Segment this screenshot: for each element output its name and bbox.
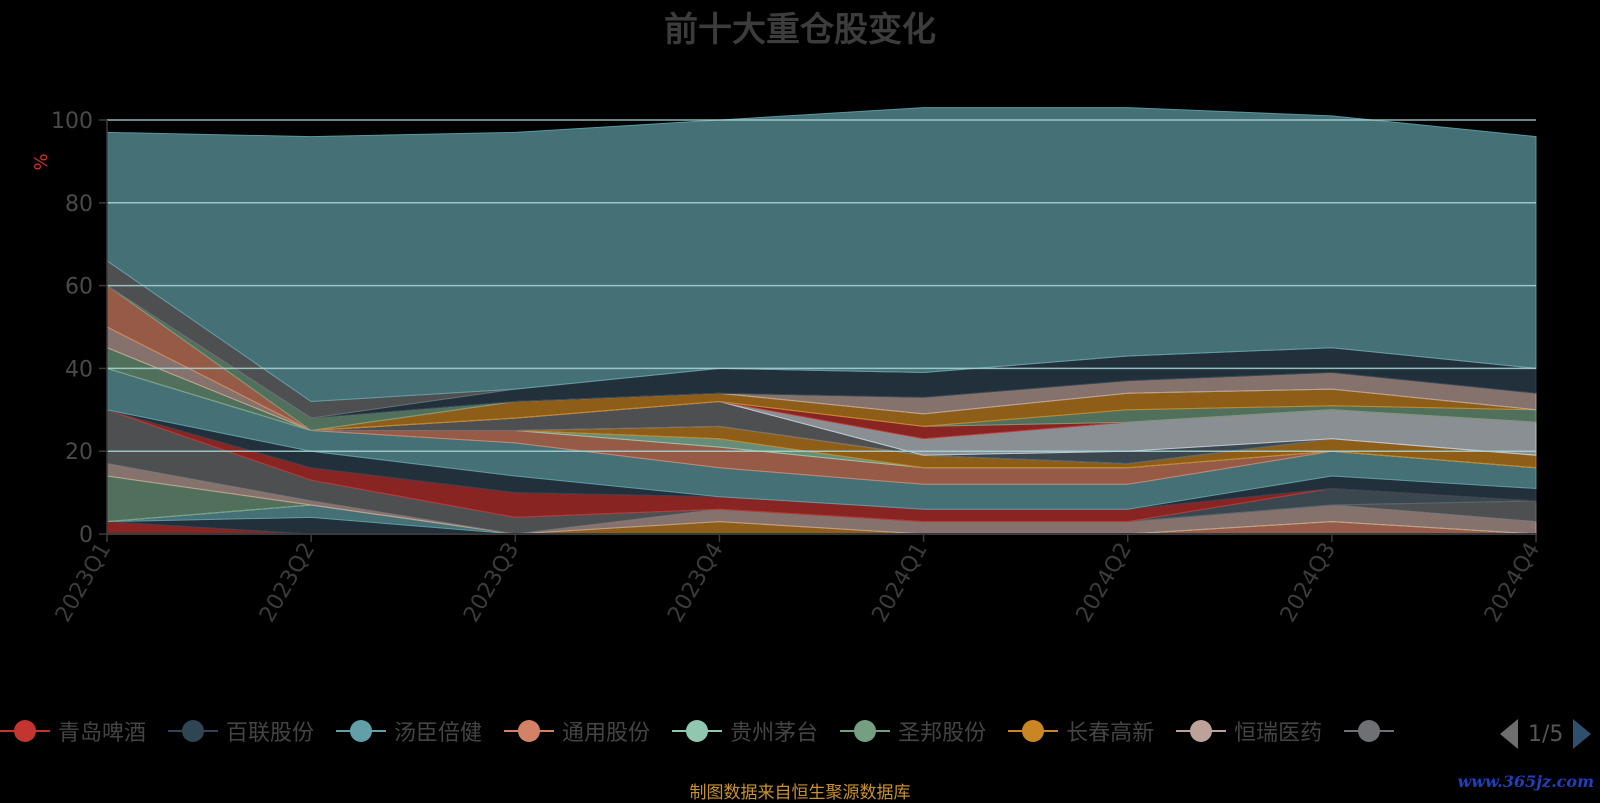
y-tick-label: 40 — [65, 357, 93, 382]
legend-marker-icon — [0, 718, 50, 744]
legend-marker-icon — [1176, 718, 1227, 744]
grid-layer — [107, 119, 1536, 452]
x-tick-label: 2023Q1 — [51, 539, 116, 627]
source-note: 制图数据来自恒生聚源数据库 — [689, 783, 911, 803]
legend-item[interactable]: 圣邦股份 — [840, 715, 986, 747]
y-tick-label: 80 — [65, 192, 93, 217]
legend-item[interactable]: 长春高新 — [1008, 715, 1154, 747]
legend: 青岛啤酒 百联股份 汤臣倍健 通用股份 贵州茅台 圣邦股份 长春高新 恒瑞医药 — [0, 715, 1500, 751]
legend-label: 圣邦股份 — [898, 721, 987, 746]
legend-marker-icon — [504, 718, 555, 744]
legend-label: 通用股份 — [562, 721, 651, 746]
legend-item[interactable]: 贵州茅台 — [672, 715, 818, 747]
area-layer — [106, 107, 1537, 535]
chart-title: 前十大重仓股变化 — [664, 10, 936, 50]
x-tick-label: 2023Q3 — [459, 539, 524, 627]
legend-item[interactable]: 恒瑞医药 — [1176, 715, 1322, 747]
x-tick-label: 2023Q4 — [663, 539, 728, 627]
legend-label: 贵州茅台 — [730, 721, 819, 746]
triangle-right-icon[interactable] — [1573, 719, 1592, 749]
x-tick-label: 2024Q3 — [1276, 539, 1341, 627]
legend-label: 长春高新 — [1066, 721, 1155, 746]
y-tick-label: 0 — [79, 523, 93, 548]
legend-pager: 1/5 — [1500, 716, 1592, 752]
y-axis-label: % — [31, 153, 52, 170]
legend-marker-icon — [1008, 718, 1059, 744]
y-tick-label: 20 — [65, 440, 93, 465]
legend-label: 汤臣倍健 — [394, 721, 483, 746]
legend-marker-icon — [336, 718, 387, 744]
legend-label: 青岛啤酒 — [58, 721, 147, 746]
stacked-area-chart: 0 20 40 60 80 100 2023Q1 2023Q2 2023Q3 2023Q4 2024… — [31, 107, 1545, 627]
x-tick-label: 2023Q2 — [255, 539, 320, 627]
legend-label: 恒瑞医药 — [1234, 721, 1323, 746]
legend-marker-icon — [672, 718, 723, 744]
legend-marker-icon — [840, 718, 891, 744]
legend-item[interactable]: 汤臣倍健 — [336, 715, 482, 747]
x-tick-label: 2024Q1 — [867, 539, 932, 627]
legend-marker-icon — [168, 718, 219, 744]
legend-page-indicator: 1/5 — [1528, 721, 1564, 747]
legend-item[interactable]: 通用股份 — [504, 715, 650, 747]
legend-item[interactable] — [1344, 718, 1402, 744]
x-tick-label: 2024Q2 — [1072, 539, 1137, 627]
x-tick-label: 2024Q4 — [1480, 539, 1545, 627]
triangle-left-icon[interactable] — [1500, 719, 1518, 749]
y-tick-label: 60 — [65, 275, 93, 300]
legend-marker-icon — [1344, 718, 1395, 744]
legend-item[interactable]: 百联股份 — [168, 715, 314, 747]
legend-item[interactable]: 青岛啤酒 — [0, 715, 146, 747]
watermark: www.365jz.com — [1457, 772, 1594, 791]
y-tick-label: 100 — [51, 109, 93, 134]
legend-label: 百联股份 — [226, 721, 315, 746]
